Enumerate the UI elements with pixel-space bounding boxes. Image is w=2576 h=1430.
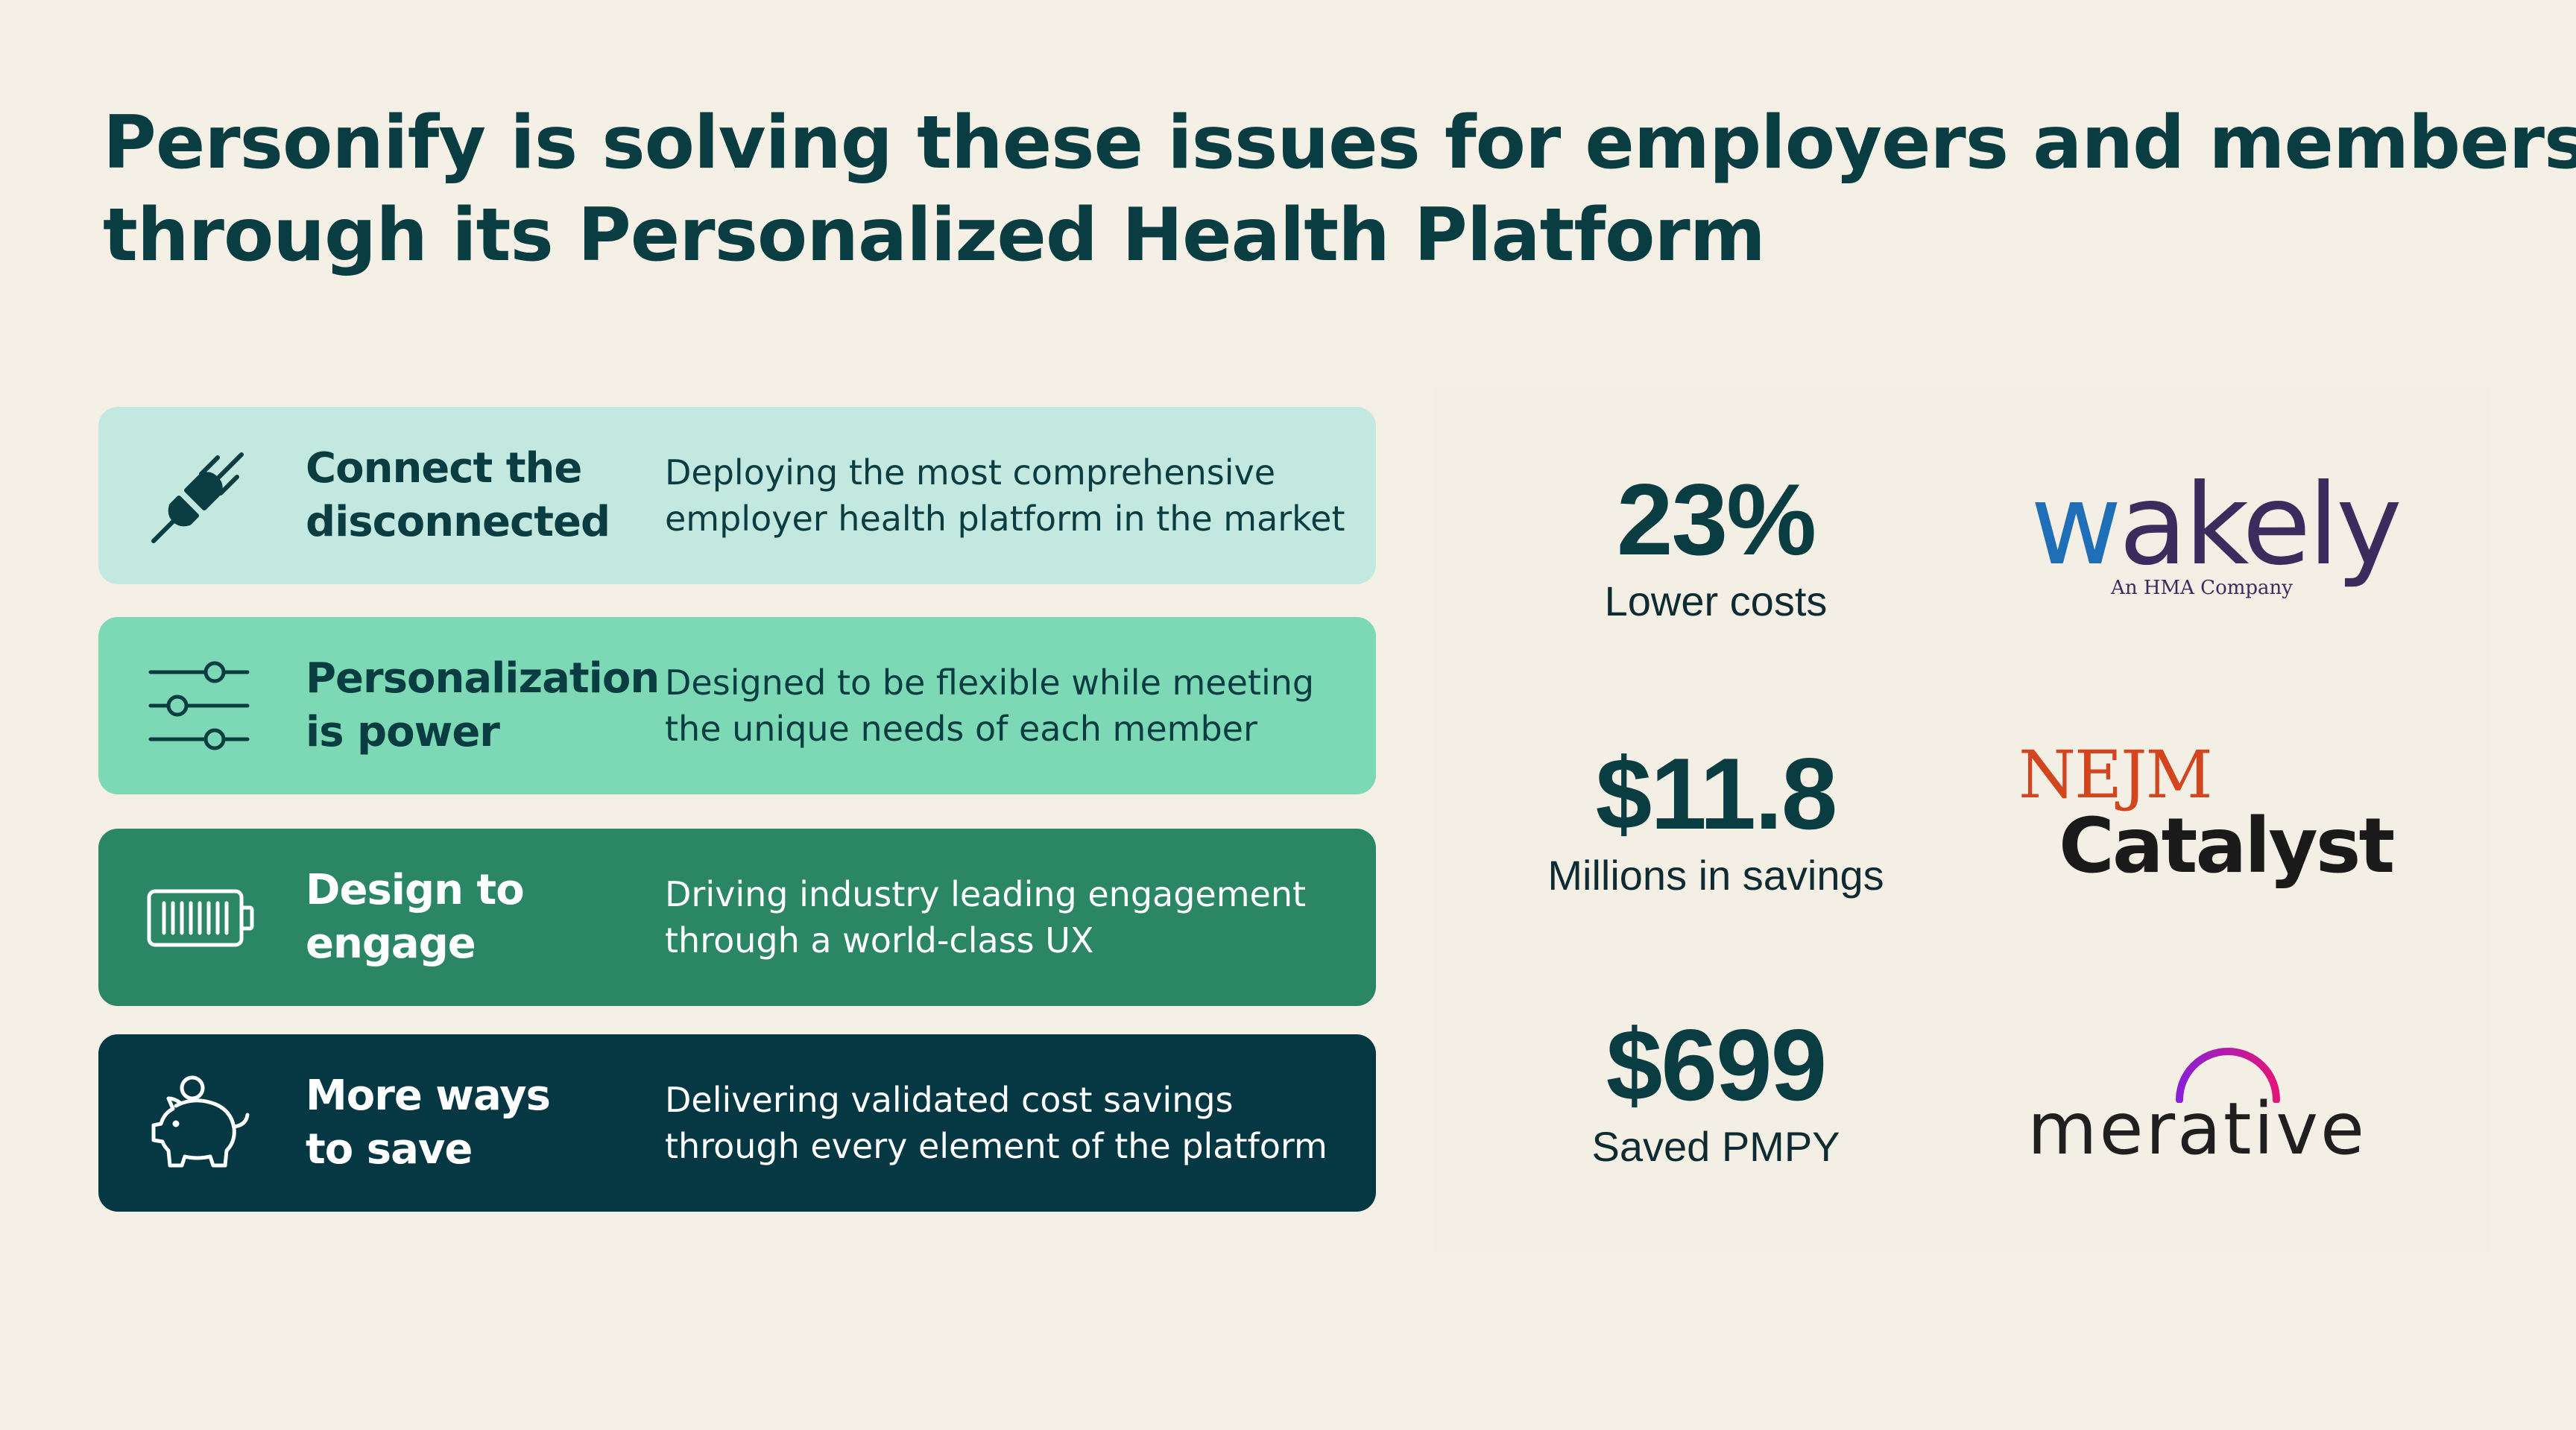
title-line-1: Personify is solving these issues for em… [103,101,2576,186]
merative-logo: merative [2027,1043,2370,1185]
feature-card-description-line: the unique needs of each member [665,709,1257,749]
feature-card-description: Designed to be flexible while meeting th… [665,659,1366,752]
piggy-bank-icon [143,1067,255,1179]
stat-savings: $11.8 Millions in savings [1433,738,1999,902]
feature-card-heading-line: Personalization [306,654,660,703]
feature-card-heading-line: Connect the [306,444,582,493]
plug-icon [143,440,255,551]
stat-label: Saved PMPY [1591,1123,1840,1170]
merative-arc-icon [2176,1048,2280,1103]
sliders-icon [143,650,255,762]
catalyst-wordmark: Catalyst [2059,802,2395,890]
nejm-catalyst-logo: NEJM Catalyst [2018,736,2395,909]
feature-card-personalization: Personalization is power Designed to be … [98,617,1376,794]
stat-lower-costs: 23% Lower costs [1433,464,1999,627]
feature-card-description-line: Driving industry leading engagement [665,874,1307,914]
battery-icon [143,861,255,973]
title-line-2: through its Personalized Health Platform [103,193,1766,278]
feature-card-description: Deploying the most comprehensive employe… [665,449,1366,542]
feature-card-description-line: Deploying the most comprehensive [665,452,1276,493]
page-title: Personify is solving these issues for em… [103,97,2576,282]
merative-wordmark: merative [2027,1087,2367,1171]
stat-label: Lower costs [1604,578,1828,624]
wakely-w: w [2030,461,2122,590]
feature-card-heading: More ways to save [306,1069,634,1177]
feature-card-heading-line: engage [306,920,476,968]
feature-card-heading-line: to save [306,1125,473,1174]
feature-card-description-line: through every element of the platform [665,1126,1328,1166]
stat-pmpy: $699 Saved PMPY [1433,1009,1999,1173]
stat-value: $11.8 [1595,737,1838,850]
feature-card-heading-line: is power [306,708,500,756]
feature-card-description: Delivering validated cost savings throug… [665,1077,1366,1169]
feature-card-design: Design to engage Driving industry leadin… [98,829,1376,1006]
wakely-rest: akely [2118,461,2402,590]
feature-card-heading-line: More ways [306,1072,551,1120]
feature-card-description-line: Delivering validated cost savings [665,1080,1234,1120]
feature-card-connect: Connect the disconnected Deploying the m… [98,407,1376,584]
nejm-wordmark: NEJM [2018,736,2213,813]
wakely-tagline: An HMA Company [2111,577,2293,599]
feature-card-heading: Connect the disconnected [306,442,634,549]
wakely-logo: wakely An HMA Company [2030,469,2402,604]
feature-card-description-line: Designed to be flexible while meeting [665,662,1315,703]
stat-value: $699 [1606,1008,1828,1121]
stats-panel: 23% Lower costs $11.8 Millions in saving… [1433,387,2491,1252]
feature-card-description-line: employer health platform in the market [665,499,1345,539]
wakely-wordmark: wakely [2030,469,2402,581]
feature-card-description-line: through a world-class UX [665,920,1094,961]
feature-card-heading-line: Design to [306,866,525,914]
stat-label: Millions in savings [1547,852,1884,899]
stat-value: 23% [1616,463,1816,576]
feature-card-heading: Personalization is power [306,652,660,759]
feature-card-save: More ways to save Delivering validated c… [98,1034,1376,1212]
feature-card-heading-line: disconnected [306,498,610,546]
feature-card-heading: Design to engage [306,864,634,971]
feature-card-description: Driving industry leading engagement thro… [665,871,1366,964]
